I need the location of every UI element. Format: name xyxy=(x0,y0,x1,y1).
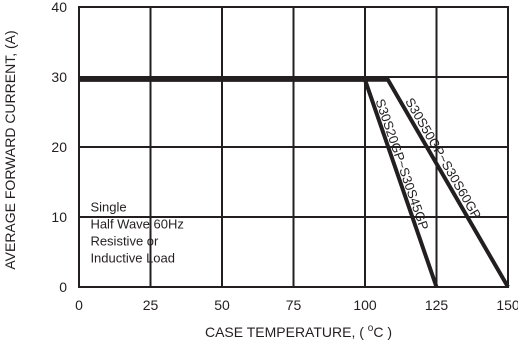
x-tick-label: 50 xyxy=(214,297,230,313)
y-tick-label: 10 xyxy=(51,209,67,225)
y-axis-label: AVERAGE FORWARD CURRENT, (A) xyxy=(2,30,18,269)
x-tick-label: 75 xyxy=(286,297,302,313)
y-tick-label: 20 xyxy=(51,139,67,155)
x-tick-label: 150 xyxy=(496,297,518,313)
series-line xyxy=(79,77,510,289)
x-tick-label: 125 xyxy=(425,297,449,313)
annotation-line: Half Wave 60Hz xyxy=(90,216,183,231)
annotation-line: Resistive or xyxy=(90,233,159,248)
x-tick-label: 0 xyxy=(75,297,83,313)
y-tick-labels: 0 10 20 30 40 xyxy=(51,0,67,295)
x-axis-label: CASE TEMPERATURE, ( oC ) xyxy=(205,323,392,340)
curves xyxy=(79,77,510,289)
y-tick-label: 40 xyxy=(51,0,67,15)
y-tick-label: 30 xyxy=(51,69,67,85)
annotation-line: Single xyxy=(90,199,126,214)
annotation-line: Inductive Load xyxy=(90,250,175,265)
x-tick-labels: 0 25 50 75 100 125 150 xyxy=(75,297,518,313)
x-tick-label: 100 xyxy=(353,297,377,313)
x-tick-label: 25 xyxy=(143,297,159,313)
load-condition-annotation: Single Half Wave 60Hz Resistive or Induc… xyxy=(90,199,183,265)
plot-frame xyxy=(78,6,509,288)
y-tick-label: 0 xyxy=(59,279,67,295)
